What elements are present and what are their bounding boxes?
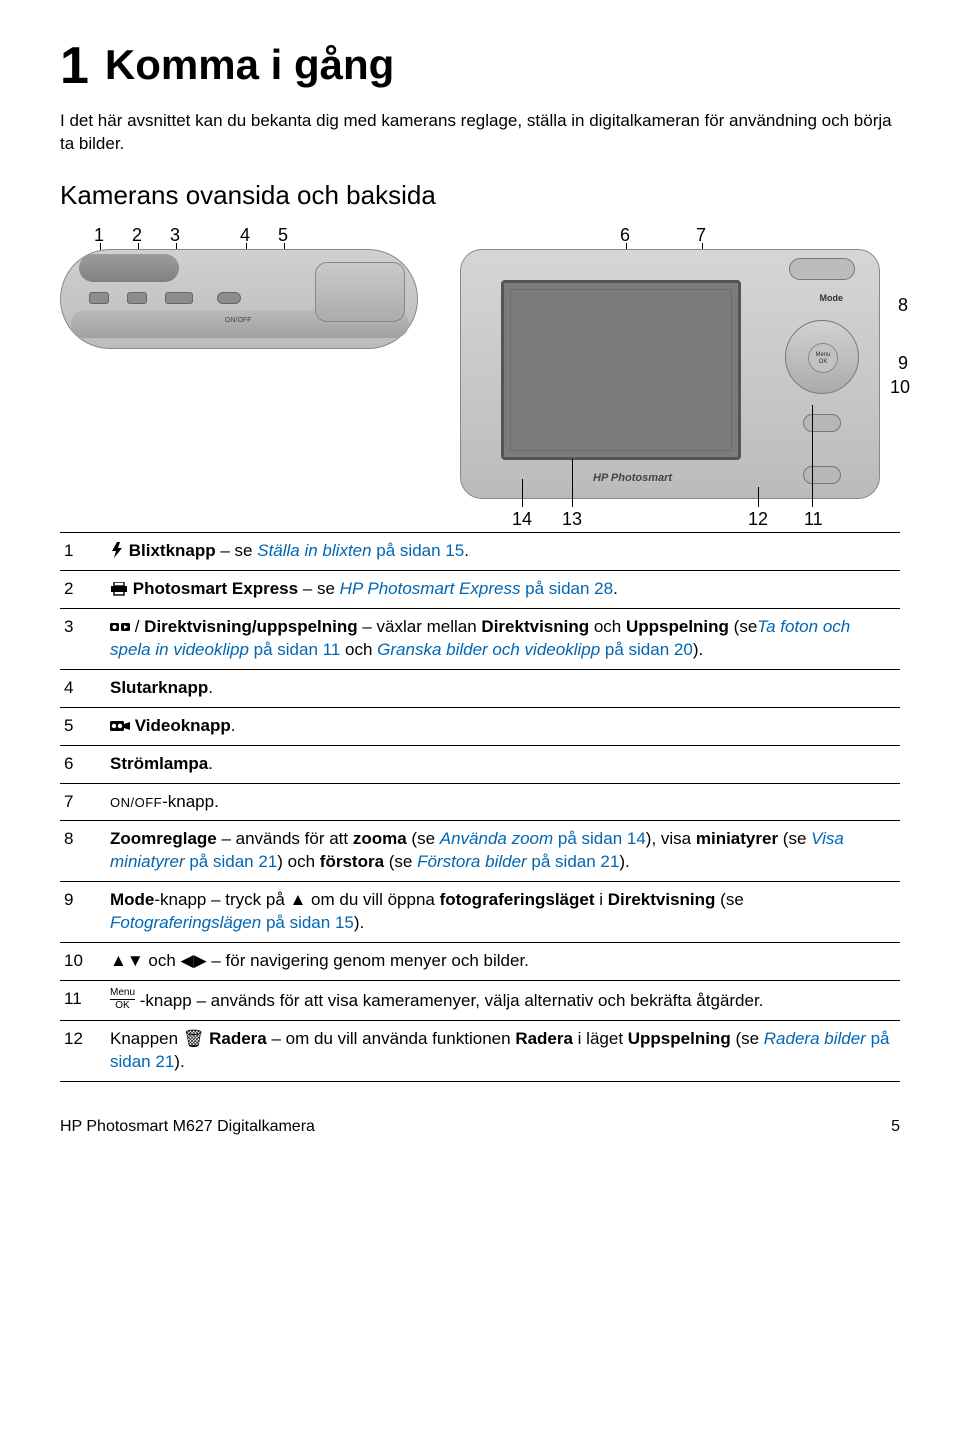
table-row: 12Knappen 🗑 Radera – om du vill använda … [60, 1021, 900, 1082]
table-row: 2 Photosmart Express – se HP Photosmart … [60, 570, 900, 608]
row-number: 9 [60, 882, 106, 943]
row-number: 7 [60, 783, 106, 821]
table-row: 10▲▼ och ◀▶ – för navigering genom menye… [60, 943, 900, 981]
row-number: 5 [60, 707, 106, 745]
row-description: MenuOK -knapp – används för att visa kam… [106, 981, 900, 1021]
row-number: 11 [60, 981, 106, 1021]
table-row: 8Zoomreglage – används för att zooma (se… [60, 821, 900, 882]
table-row: 6Strömlampa. [60, 745, 900, 783]
row-number: 12 [60, 1021, 106, 1082]
table-row: 11MenuOK -knapp – används för att visa k… [60, 981, 900, 1021]
row-description: Knappen 🗑 Radera – om du vill använda fu… [106, 1021, 900, 1082]
callout-8: 8 [898, 293, 908, 317]
camera-diagram: 1 2 3 4 5 ON/OFF 6 7 8 9 10 HP Photosmar… [60, 227, 900, 522]
callout-13: 13 [562, 507, 582, 531]
row-number: 1 [60, 532, 106, 570]
callout-2: 2 [132, 223, 142, 247]
table-row: 7ON/OFF-knapp. [60, 783, 900, 821]
row-number: 8 [60, 821, 106, 882]
callout-14: 14 [512, 507, 532, 531]
section-title: Kamerans ovansida och baksida [60, 178, 900, 213]
row-description: ▲▼ och ◀▶ – för navigering genom menyer … [106, 943, 900, 981]
row-number: 2 [60, 570, 106, 608]
parts-table: 1 Blixtknapp – se Ställa in blixten på s… [60, 532, 900, 1082]
callout-6: 6 [620, 223, 630, 247]
row-description: Videoknapp. [106, 707, 900, 745]
mode-label: Mode [820, 292, 844, 304]
row-number: 3 [60, 608, 106, 669]
footer-page-number: 5 [891, 1116, 900, 1138]
camera-top-illustration: ON/OFF [60, 249, 418, 349]
row-description: Blixtknapp – se Ställa in blixten på sid… [106, 532, 900, 570]
row-description: Strömlampa. [106, 745, 900, 783]
row-number: 10 [60, 943, 106, 981]
table-row: 1 Blixtknapp – se Ställa in blixten på s… [60, 532, 900, 570]
row-description: Mode-knapp – tryck på ▲ om du vill öppna… [106, 882, 900, 943]
callout-12: 12 [748, 507, 768, 531]
chapter-title: Komma i gång [105, 44, 394, 86]
hp-photosmart-label: HP Photosmart [593, 471, 672, 486]
callout-3: 3 [170, 223, 180, 247]
table-row: 9Mode-knapp – tryck på ▲ om du vill öppn… [60, 882, 900, 943]
table-row: 3 / Direktvisning/uppspelning – växlar m… [60, 608, 900, 669]
row-description: / Direktvisning/uppspelning – växlar mel… [106, 608, 900, 669]
callout-5: 5 [278, 223, 288, 247]
camera-back-illustration: HP Photosmart Mode MenuOK [460, 249, 880, 499]
row-number: 6 [60, 745, 106, 783]
callout-9: 9 [898, 351, 908, 375]
table-row: 4Slutarknapp. [60, 669, 900, 707]
footer-model: HP Photosmart M627 Digitalkamera [60, 1116, 315, 1138]
intro-paragraph: I det här avsnittet kan du bekanta dig m… [60, 110, 900, 156]
row-description: Zoomreglage – används för att zooma (se … [106, 821, 900, 882]
chapter-number: 1 [60, 40, 89, 92]
callout-1: 1 [94, 223, 104, 247]
table-row: 5 Videoknapp. [60, 707, 900, 745]
row-description: Photosmart Express – se HP Photosmart Ex… [106, 570, 900, 608]
callout-7: 7 [696, 223, 706, 247]
row-description: ON/OFF-knapp. [106, 783, 900, 821]
onoff-label: ON/OFF [225, 316, 251, 325]
row-number: 4 [60, 669, 106, 707]
row-description: Slutarknapp. [106, 669, 900, 707]
callout-10: 10 [890, 375, 910, 399]
callout-11: 11 [804, 507, 823, 531]
callout-4: 4 [240, 223, 250, 247]
